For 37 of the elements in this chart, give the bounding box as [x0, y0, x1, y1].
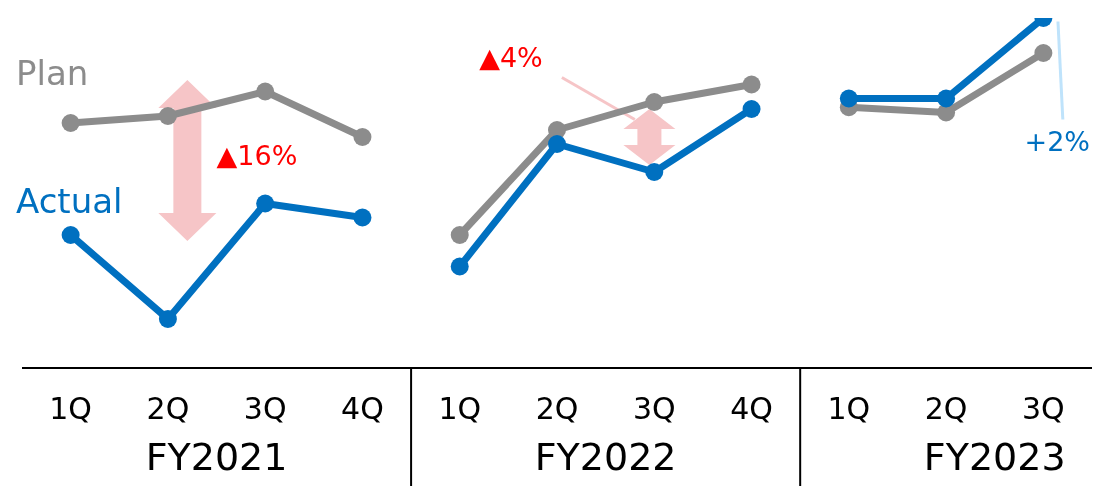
series-label: Actual — [16, 181, 123, 221]
point — [450, 257, 469, 276]
point — [353, 208, 372, 227]
point — [256, 194, 275, 213]
point — [548, 135, 566, 153]
annotation: ▲4% — [479, 42, 543, 73]
point — [450, 226, 469, 244]
point — [158, 107, 177, 125]
point — [1034, 44, 1053, 62]
annotation: +2% — [1024, 126, 1090, 157]
x-tick-label: 2Q — [924, 391, 968, 427]
point — [353, 128, 372, 146]
x-tick-label: 3Q — [632, 391, 676, 427]
point — [158, 310, 177, 328]
x-tick-label: 1Q — [827, 391, 871, 427]
point — [61, 114, 80, 132]
text: FY2021 — [145, 435, 288, 479]
annotation: ▲16% — [216, 140, 298, 171]
x-tick-label: 4Q — [341, 391, 384, 427]
x-tick-label: 3Q — [1022, 391, 1065, 427]
point — [61, 226, 80, 244]
point — [937, 89, 956, 108]
point — [839, 89, 858, 108]
series-label: Plan — [16, 53, 89, 93]
point — [645, 163, 664, 181]
point — [742, 100, 761, 118]
text: FY2023 — [923, 435, 1066, 479]
x-tick-label: 1Q — [438, 391, 482, 427]
x-tick-label: 2Q — [146, 391, 190, 427]
x-tick-label: 2Q — [535, 391, 579, 427]
x-tick-label: 1Q — [49, 391, 92, 427]
text: FY2022 — [534, 435, 677, 479]
point — [742, 75, 761, 94]
x-tick-label: 4Q — [730, 391, 773, 427]
point — [256, 82, 275, 101]
x-tick-label: 3Q — [243, 391, 287, 427]
point — [645, 93, 664, 111]
